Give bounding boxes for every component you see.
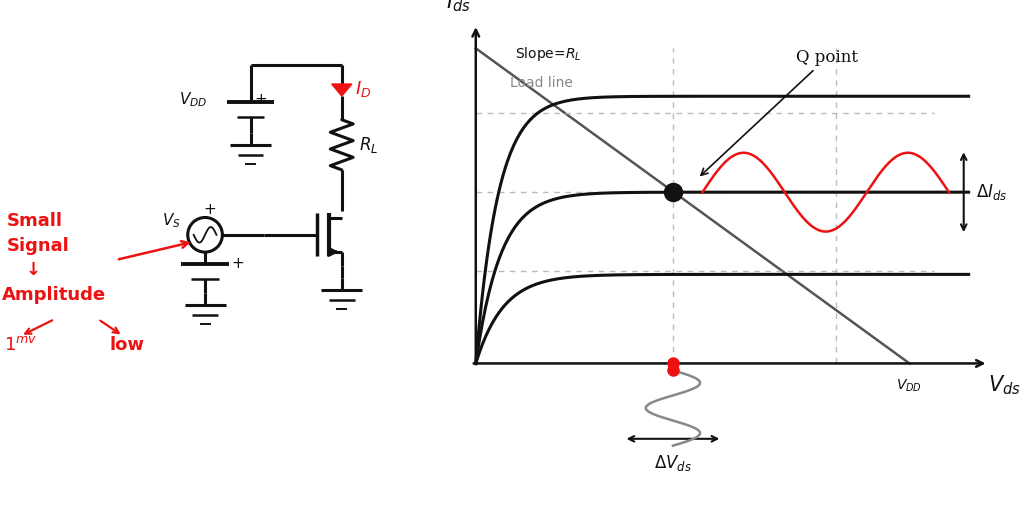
Text: $\Delta I_{ds}$: $\Delta I_{ds}$ — [976, 182, 1008, 202]
Text: $R_L$: $R_L$ — [359, 135, 379, 155]
Polygon shape — [332, 84, 352, 96]
Text: $V_{DD}$: $V_{DD}$ — [179, 90, 207, 109]
Text: +: + — [231, 256, 245, 271]
Text: $I_D$: $I_D$ — [354, 79, 371, 99]
Text: Slope=$R_L$: Slope=$R_L$ — [515, 45, 582, 63]
Text: Amplitude: Amplitude — [2, 286, 106, 303]
Text: +: + — [203, 202, 216, 217]
Text: $V_{DD}$: $V_{DD}$ — [896, 377, 923, 394]
Text: Small: Small — [7, 212, 62, 230]
Text: $V_S$: $V_S$ — [162, 211, 181, 230]
Text: $V_{ds}$: $V_{ds}$ — [988, 374, 1021, 397]
Text: +: + — [254, 92, 267, 106]
Text: $\Delta V_{ds}$: $\Delta V_{ds}$ — [654, 453, 692, 472]
Text: $1^{mv}$: $1^{mv}$ — [4, 336, 37, 353]
Text: Load line: Load line — [510, 76, 573, 90]
Text: ↓: ↓ — [25, 261, 40, 279]
Text: low: low — [110, 336, 144, 353]
Text: $I_{ds}$: $I_{ds}$ — [446, 0, 471, 14]
Text: Signal: Signal — [7, 237, 70, 255]
Text: Q point: Q point — [701, 49, 858, 175]
